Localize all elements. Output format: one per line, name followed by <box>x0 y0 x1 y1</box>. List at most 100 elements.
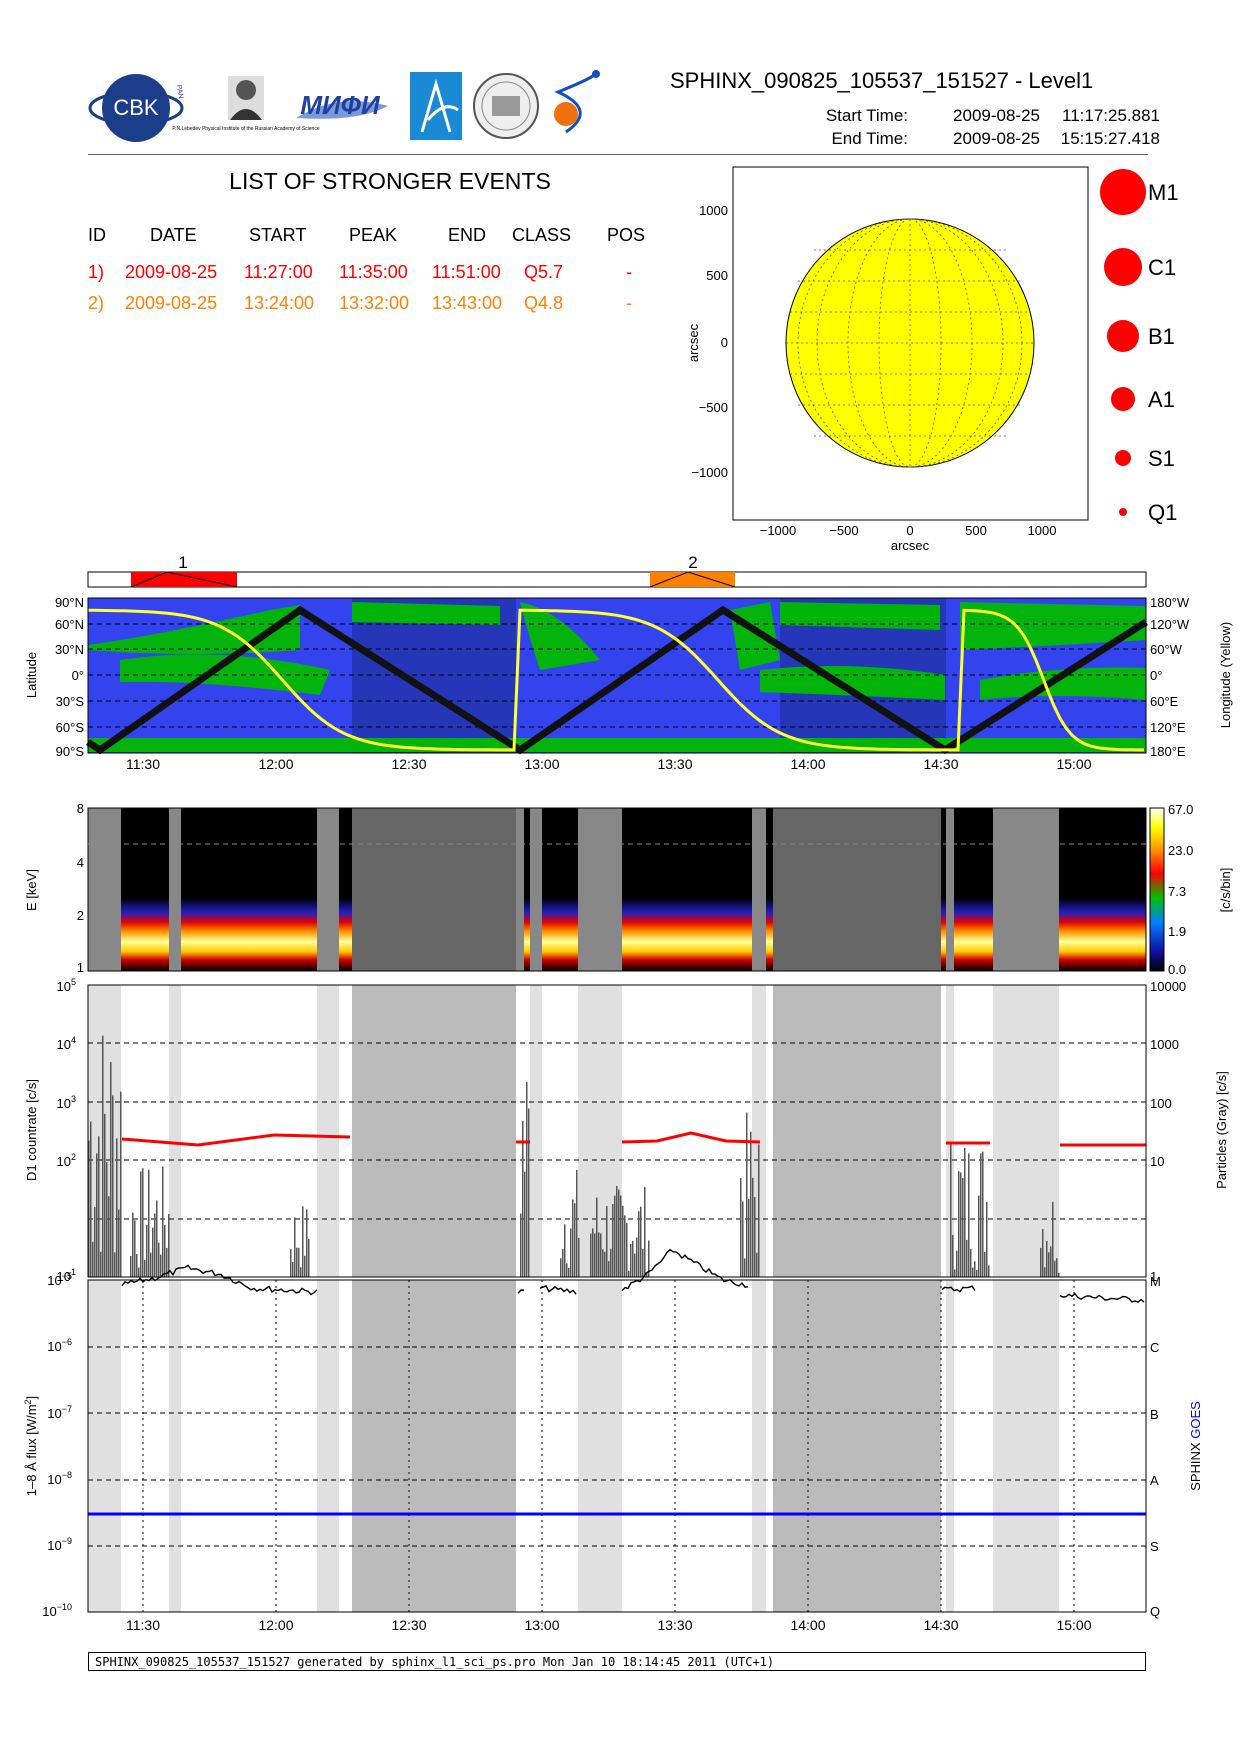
particle-bar <box>960 1172 962 1277</box>
xtick: 500 <box>965 523 987 538</box>
svg-text:15:00: 15:00 <box>1056 756 1091 772</box>
svg-text:180°W: 180°W <box>1150 595 1190 610</box>
orbit-ylabel-left: Latitude <box>24 652 39 698</box>
svg-text:105: 105 <box>57 977 76 994</box>
particle-bar <box>156 1200 158 1277</box>
seal-logo <box>473 73 539 139</box>
svg-text:12:30: 12:30 <box>391 756 426 772</box>
start-date: 2009-08-25 <box>953 106 1040 125</box>
time-range: Start Time: 2009-08-25 11:17:25.881 End Ti… <box>790 104 1160 150</box>
svg-text:11:30: 11:30 <box>126 1617 160 1633</box>
countrate-left-ticks: 105 104 103 102 101 <box>57 977 76 1284</box>
svg-text:90°S: 90°S <box>56 744 85 759</box>
svg-text:1: 1 <box>1150 1269 1157 1284</box>
particle-bar <box>632 1240 634 1277</box>
particle-bar <box>606 1206 608 1277</box>
particle-bar <box>746 1112 748 1277</box>
svg-text:12:30: 12:30 <box>391 1617 426 1633</box>
particle-bar <box>642 1248 644 1277</box>
flux-left-ticks: 10−5 10−6 10−7 10−8 10−9 10−10 <box>42 1271 72 1619</box>
event-timeline <box>87 571 1147 588</box>
particle-bar <box>978 1195 980 1277</box>
events-title: LIST OF STRONGER EVENTS <box>229 168 551 194</box>
svg-text:120°E: 120°E <box>1150 720 1186 735</box>
svg-text:PAN: PAN <box>175 84 184 99</box>
svg-text:2: 2 <box>77 908 84 923</box>
particle-bar <box>984 1252 986 1277</box>
particle-bar <box>966 1239 968 1277</box>
particle-bar <box>628 1270 630 1277</box>
event-band-1 <box>131 572 237 587</box>
disk-grid <box>786 218 1034 468</box>
col-class: CLASS <box>512 225 572 245</box>
svg-text:S: S <box>1150 1539 1159 1554</box>
particle-bar <box>88 1140 90 1277</box>
mifi-logo: МИФИ <box>296 90 388 120</box>
particle-bar <box>154 1213 156 1277</box>
sphinx-flux-line <box>121 1248 1145 1304</box>
event-peak: 11:35:00 <box>339 262 408 282</box>
end-label: End Time: <box>831 129 908 148</box>
particle-bar <box>968 1153 970 1277</box>
svg-text:13:00: 13:00 <box>524 756 559 772</box>
svg-text:30°N: 30°N <box>55 642 84 657</box>
particle-bar <box>602 1249 604 1277</box>
particle-bar <box>92 1241 94 1277</box>
svg-text:C: C <box>1150 1340 1159 1355</box>
svg-text:100: 100 <box>1150 1096 1172 1111</box>
particle-bar <box>988 1265 990 1277</box>
particle-bar <box>562 1248 564 1277</box>
ytick: 0 <box>721 335 728 350</box>
svg-text:12:00: 12:00 <box>258 1617 293 1633</box>
particle-bar <box>952 1234 954 1277</box>
event-marker-2: 2 <box>688 553 697 572</box>
svg-text:Q: Q <box>1150 1604 1160 1619</box>
particle-bar <box>1042 1229 1044 1277</box>
particle-bar <box>1056 1258 1058 1277</box>
particle-bar <box>748 1199 750 1277</box>
arrow-logo <box>410 72 462 140</box>
legend-dot-c1 <box>1104 248 1142 286</box>
particle-bar <box>742 1201 744 1277</box>
particle-bar <box>646 1272 648 1277</box>
legend-label: S1 <box>1148 446 1175 471</box>
particle-bar <box>98 1136 100 1277</box>
countrate-panel <box>87 984 1147 1278</box>
particle-bar <box>118 1209 120 1277</box>
xtick: −1000 <box>760 523 797 538</box>
particle-bar <box>592 1228 594 1277</box>
cbk-logo: CBK PAN <box>88 74 184 142</box>
event-peak: 13:32:00 <box>339 293 410 313</box>
orbit-panel <box>86 597 1148 755</box>
particle-bar <box>148 1169 150 1277</box>
svg-text:120°W: 120°W <box>1150 617 1190 632</box>
particle-bar <box>1046 1240 1048 1277</box>
event-end: 11:51:00 <box>432 262 501 282</box>
col-id: ID <box>88 225 106 245</box>
spec-yticks: 8 4 2 1 <box>77 801 84 975</box>
particle-bar <box>756 1252 758 1277</box>
particle-bar <box>982 1151 984 1277</box>
particle-bar <box>622 1205 624 1277</box>
particle-bar <box>752 1177 754 1277</box>
svg-text:1000: 1000 <box>1150 1037 1179 1052</box>
svg-text:67.0: 67.0 <box>1168 802 1193 817</box>
particle-bar <box>754 1197 756 1277</box>
sun-map-xlabel: arcsec <box>891 538 930 553</box>
particle-bar <box>598 1232 600 1277</box>
sun-map-xticks: −1000 −500 0 500 1000 <box>760 523 1057 538</box>
flux-xticks: 11:30 12:00 12:30 13:00 13:30 14:00 14:3… <box>126 1617 1092 1633</box>
particle-bar <box>958 1171 960 1277</box>
svg-text:14:30: 14:30 <box>923 1617 958 1633</box>
svg-text:13:30: 13:30 <box>657 1617 692 1633</box>
start-label: Start Time: <box>825 106 908 125</box>
particle-bar <box>972 1267 974 1277</box>
particle-bar <box>750 1131 752 1277</box>
particle-bar <box>138 1267 140 1277</box>
particle-bar <box>96 1153 98 1277</box>
svg-text:60°E: 60°E <box>1150 694 1179 709</box>
event-start: 11:27:00 <box>244 262 313 282</box>
col-end: END <box>448 225 487 245</box>
particle-bar <box>974 1261 976 1277</box>
spec-colorbar <box>1149 807 1165 972</box>
